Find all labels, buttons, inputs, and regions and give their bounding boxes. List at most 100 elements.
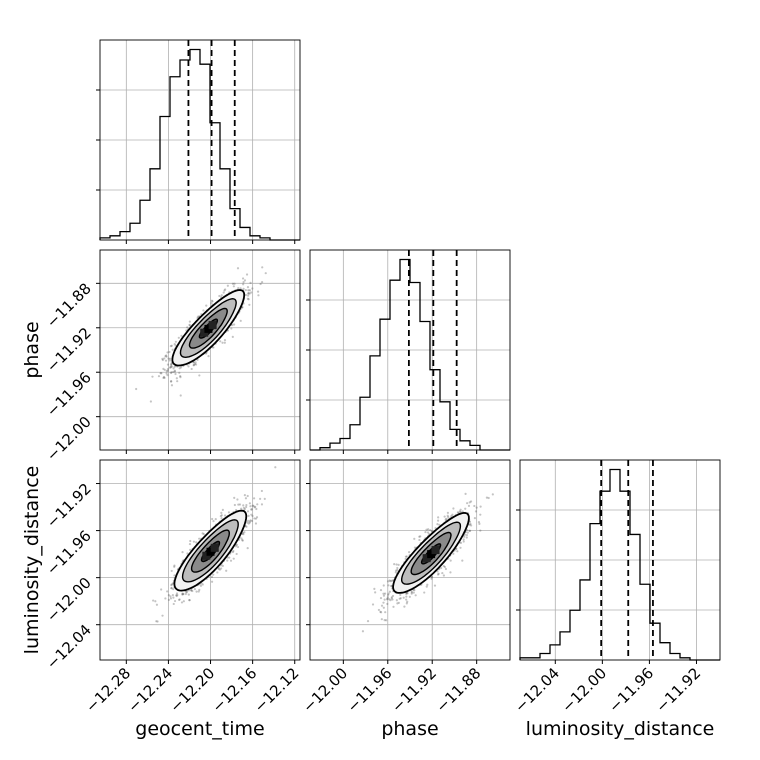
scatter-point	[390, 596, 393, 599]
scatter-point	[386, 597, 389, 600]
scatter-point	[423, 591, 426, 594]
histogram-step-phase	[310, 258, 510, 451]
scatter-point	[223, 514, 227, 517]
scatter-point	[379, 588, 383, 592]
scatter-point	[374, 591, 377, 594]
scatter-point	[248, 289, 251, 292]
scatter-point	[210, 302, 213, 305]
scatter-point	[383, 592, 387, 595]
scatter-point	[459, 510, 462, 514]
density-peak	[206, 547, 215, 556]
scatter-point	[444, 567, 448, 571]
scatter-point	[211, 300, 214, 303]
scatter-point	[236, 545, 240, 549]
scatter-point	[250, 291, 253, 294]
scatter-point	[171, 348, 174, 351]
scatter-point	[162, 375, 166, 379]
scatter-point	[440, 566, 443, 570]
x-tick-label: −11.96	[605, 664, 657, 716]
scatter-point	[173, 574, 176, 577]
scatter-point	[246, 286, 250, 289]
scatter-point	[385, 619, 388, 622]
scatter-point	[407, 551, 411, 554]
scatter-point	[252, 504, 255, 507]
scatter-point	[155, 620, 158, 623]
scatter-point	[245, 503, 248, 507]
scatter-point	[210, 299, 213, 302]
scatter-point	[188, 320, 191, 323]
scatter-point	[405, 555, 408, 558]
scatter-point	[237, 287, 240, 290]
scatter-point	[253, 517, 256, 520]
scatter-point	[244, 497, 248, 500]
scatter-point	[387, 593, 390, 596]
scatter-point	[231, 550, 235, 554]
scatter-point	[382, 601, 385, 604]
scatter-point	[168, 359, 171, 362]
scatter-point	[430, 576, 433, 579]
scatter-point	[408, 595, 411, 598]
scatter-point	[169, 371, 173, 375]
scatter-point	[443, 565, 447, 569]
scatter-point	[181, 551, 184, 554]
scatter-point	[192, 364, 195, 367]
scatter-point	[246, 510, 250, 513]
scatter-point	[166, 368, 170, 371]
scatter-point	[211, 517, 214, 521]
scatter-point	[156, 620, 159, 623]
scatter-point	[410, 591, 413, 594]
scatter-point	[175, 594, 178, 597]
scatter-point	[172, 596, 175, 599]
scatter-point	[235, 509, 238, 512]
scatter-point	[228, 556, 231, 559]
y-axis-label-phase: phase	[21, 321, 43, 378]
scatter-point	[260, 281, 264, 284]
scatter-point	[160, 588, 163, 591]
scatter-point	[246, 494, 249, 498]
scatter-point	[394, 569, 398, 572]
scatter-point	[229, 559, 233, 562]
scatter-point	[233, 323, 236, 326]
scatter-point	[175, 594, 178, 598]
scatter-point	[256, 503, 259, 506]
scatter-point	[188, 324, 191, 327]
x-axis-label-luminosity_distance: luminosity_distance	[526, 718, 715, 740]
scatter-point	[244, 288, 247, 292]
scatter-point	[248, 303, 251, 306]
scatter-point	[241, 539, 244, 542]
scatter-point	[396, 568, 399, 572]
scatter-point	[189, 548, 192, 552]
scatter-point	[396, 566, 399, 570]
scatter-point	[253, 506, 256, 509]
scatter-point	[418, 538, 421, 542]
scatter-point	[257, 294, 260, 297]
scatter-point	[436, 573, 440, 576]
scatter-point	[246, 297, 249, 300]
scatter-point	[487, 496, 490, 500]
scatter-point	[404, 557, 407, 561]
scatter-point	[403, 605, 406, 608]
scatter-point	[248, 521, 251, 524]
scatter-point	[170, 379, 173, 383]
scatter-point	[241, 277, 245, 280]
scatter-point	[165, 354, 168, 357]
scatter-point	[377, 608, 381, 612]
scatter-point	[397, 563, 400, 567]
scatter-point	[380, 618, 383, 621]
scatter-point	[274, 466, 277, 469]
scatter-point	[173, 365, 176, 368]
y-axis-label-luminosity_distance: luminosity_distance	[21, 466, 43, 655]
x-tick-label: −12.20	[166, 664, 218, 716]
scatter-point	[254, 517, 258, 520]
scatter-point	[172, 602, 175, 606]
density-peak	[431, 546, 440, 555]
scatter-point	[151, 375, 154, 378]
scatter-point	[469, 500, 473, 503]
scatter-point	[188, 323, 191, 326]
scatter-point	[437, 516, 440, 519]
scatter-point	[242, 506, 246, 509]
scatter-point	[192, 361, 196, 364]
scatter-point	[391, 594, 395, 598]
scatter-point	[395, 563, 398, 566]
scatter-point	[391, 579, 394, 582]
